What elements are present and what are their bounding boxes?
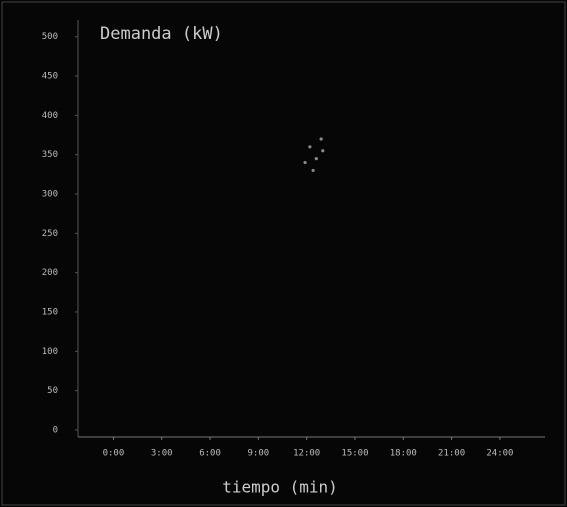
y-tick-label: 100 <box>42 347 58 357</box>
x-tick-label: 15:00 <box>341 449 368 459</box>
x-axis-label: tiempo (min) <box>222 478 338 497</box>
x-tick-label: 3:00 <box>151 449 173 459</box>
y-tick-label: 150 <box>42 307 58 317</box>
x-tick-label: 9:00 <box>248 449 270 459</box>
x-tick-label: 21:00 <box>438 449 465 459</box>
data-point <box>311 168 315 173</box>
x-tick-label: 12:00 <box>293 449 320 459</box>
data-point <box>308 145 312 149</box>
y-tick-label: 300 <box>42 190 58 200</box>
y-tick-label: 0 <box>53 425 58 435</box>
y-tick-label: 350 <box>42 150 58 160</box>
x-tick-label: 0:00 <box>103 449 125 459</box>
y-tick-label: 400 <box>42 111 58 121</box>
x-tick-label: 24:00 <box>486 449 513 459</box>
y-tick-label: 500 <box>42 32 58 42</box>
y-tick-label: 200 <box>42 268 58 278</box>
y-tick-label: 250 <box>42 229 58 239</box>
data-point <box>319 137 323 141</box>
data-point <box>321 149 325 153</box>
x-tick-label: 6:00 <box>199 449 221 459</box>
y-tick-label: 50 <box>47 386 58 396</box>
x-tick-label: 18:00 <box>390 449 417 459</box>
data-point <box>303 160 307 165</box>
chart-title: Demanda (kW) <box>100 24 223 44</box>
data-point <box>314 157 318 161</box>
y-tick-label: 450 <box>42 72 58 82</box>
